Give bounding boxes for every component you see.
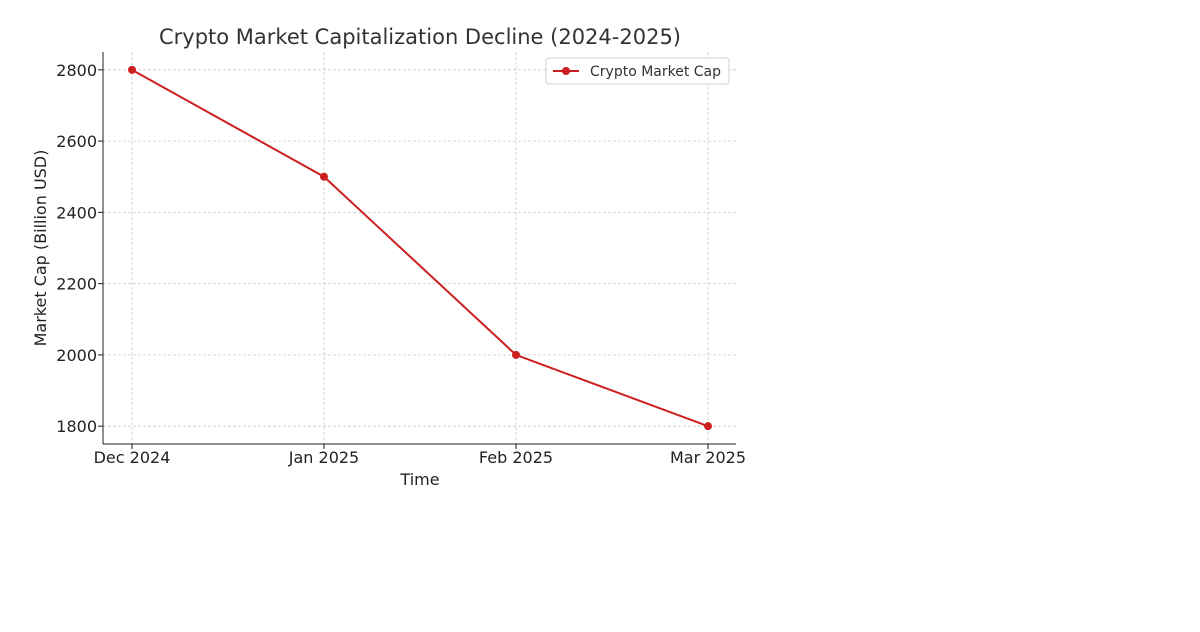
y-tick-label: 2800 bbox=[56, 61, 97, 80]
y-tick-label: 2200 bbox=[56, 275, 97, 294]
legend: Crypto Market Cap bbox=[545, 57, 730, 85]
legend-marker-swatch bbox=[562, 67, 570, 75]
legend-box bbox=[545, 57, 730, 85]
series-line bbox=[131, 68, 709, 428]
y-tick-label: 2600 bbox=[56, 132, 97, 151]
x-tick-label: Dec 2024 bbox=[94, 448, 171, 467]
legend-label: Crypto Market Cap bbox=[590, 64, 721, 80]
data-point bbox=[320, 172, 328, 181]
y-tick-label: 2000 bbox=[56, 346, 97, 365]
x-tick-label: Jan 2025 bbox=[288, 448, 359, 467]
axes bbox=[102, 52, 736, 445]
data-point bbox=[128, 65, 136, 74]
data-point bbox=[704, 422, 712, 431]
chart-title: Crypto Market Capitalization Decline (20… bbox=[159, 25, 681, 49]
series-layer bbox=[128, 65, 712, 431]
x-axis-label: Time bbox=[399, 470, 439, 489]
grid bbox=[103, 52, 736, 444]
tick-labels: 1800 2000 2200 2400 2600 2800 Dec 2024 Jan 2025… bbox=[56, 61, 746, 467]
data-point bbox=[512, 350, 520, 359]
x-tick-label: Mar 2025 bbox=[670, 448, 746, 467]
y-tick-label: 1800 bbox=[56, 417, 97, 436]
x-tick-label: Feb 2025 bbox=[479, 448, 553, 467]
y-tick-label: 2400 bbox=[56, 203, 97, 222]
y-axis-label: Market Cap (Billion USD) bbox=[31, 150, 50, 347]
